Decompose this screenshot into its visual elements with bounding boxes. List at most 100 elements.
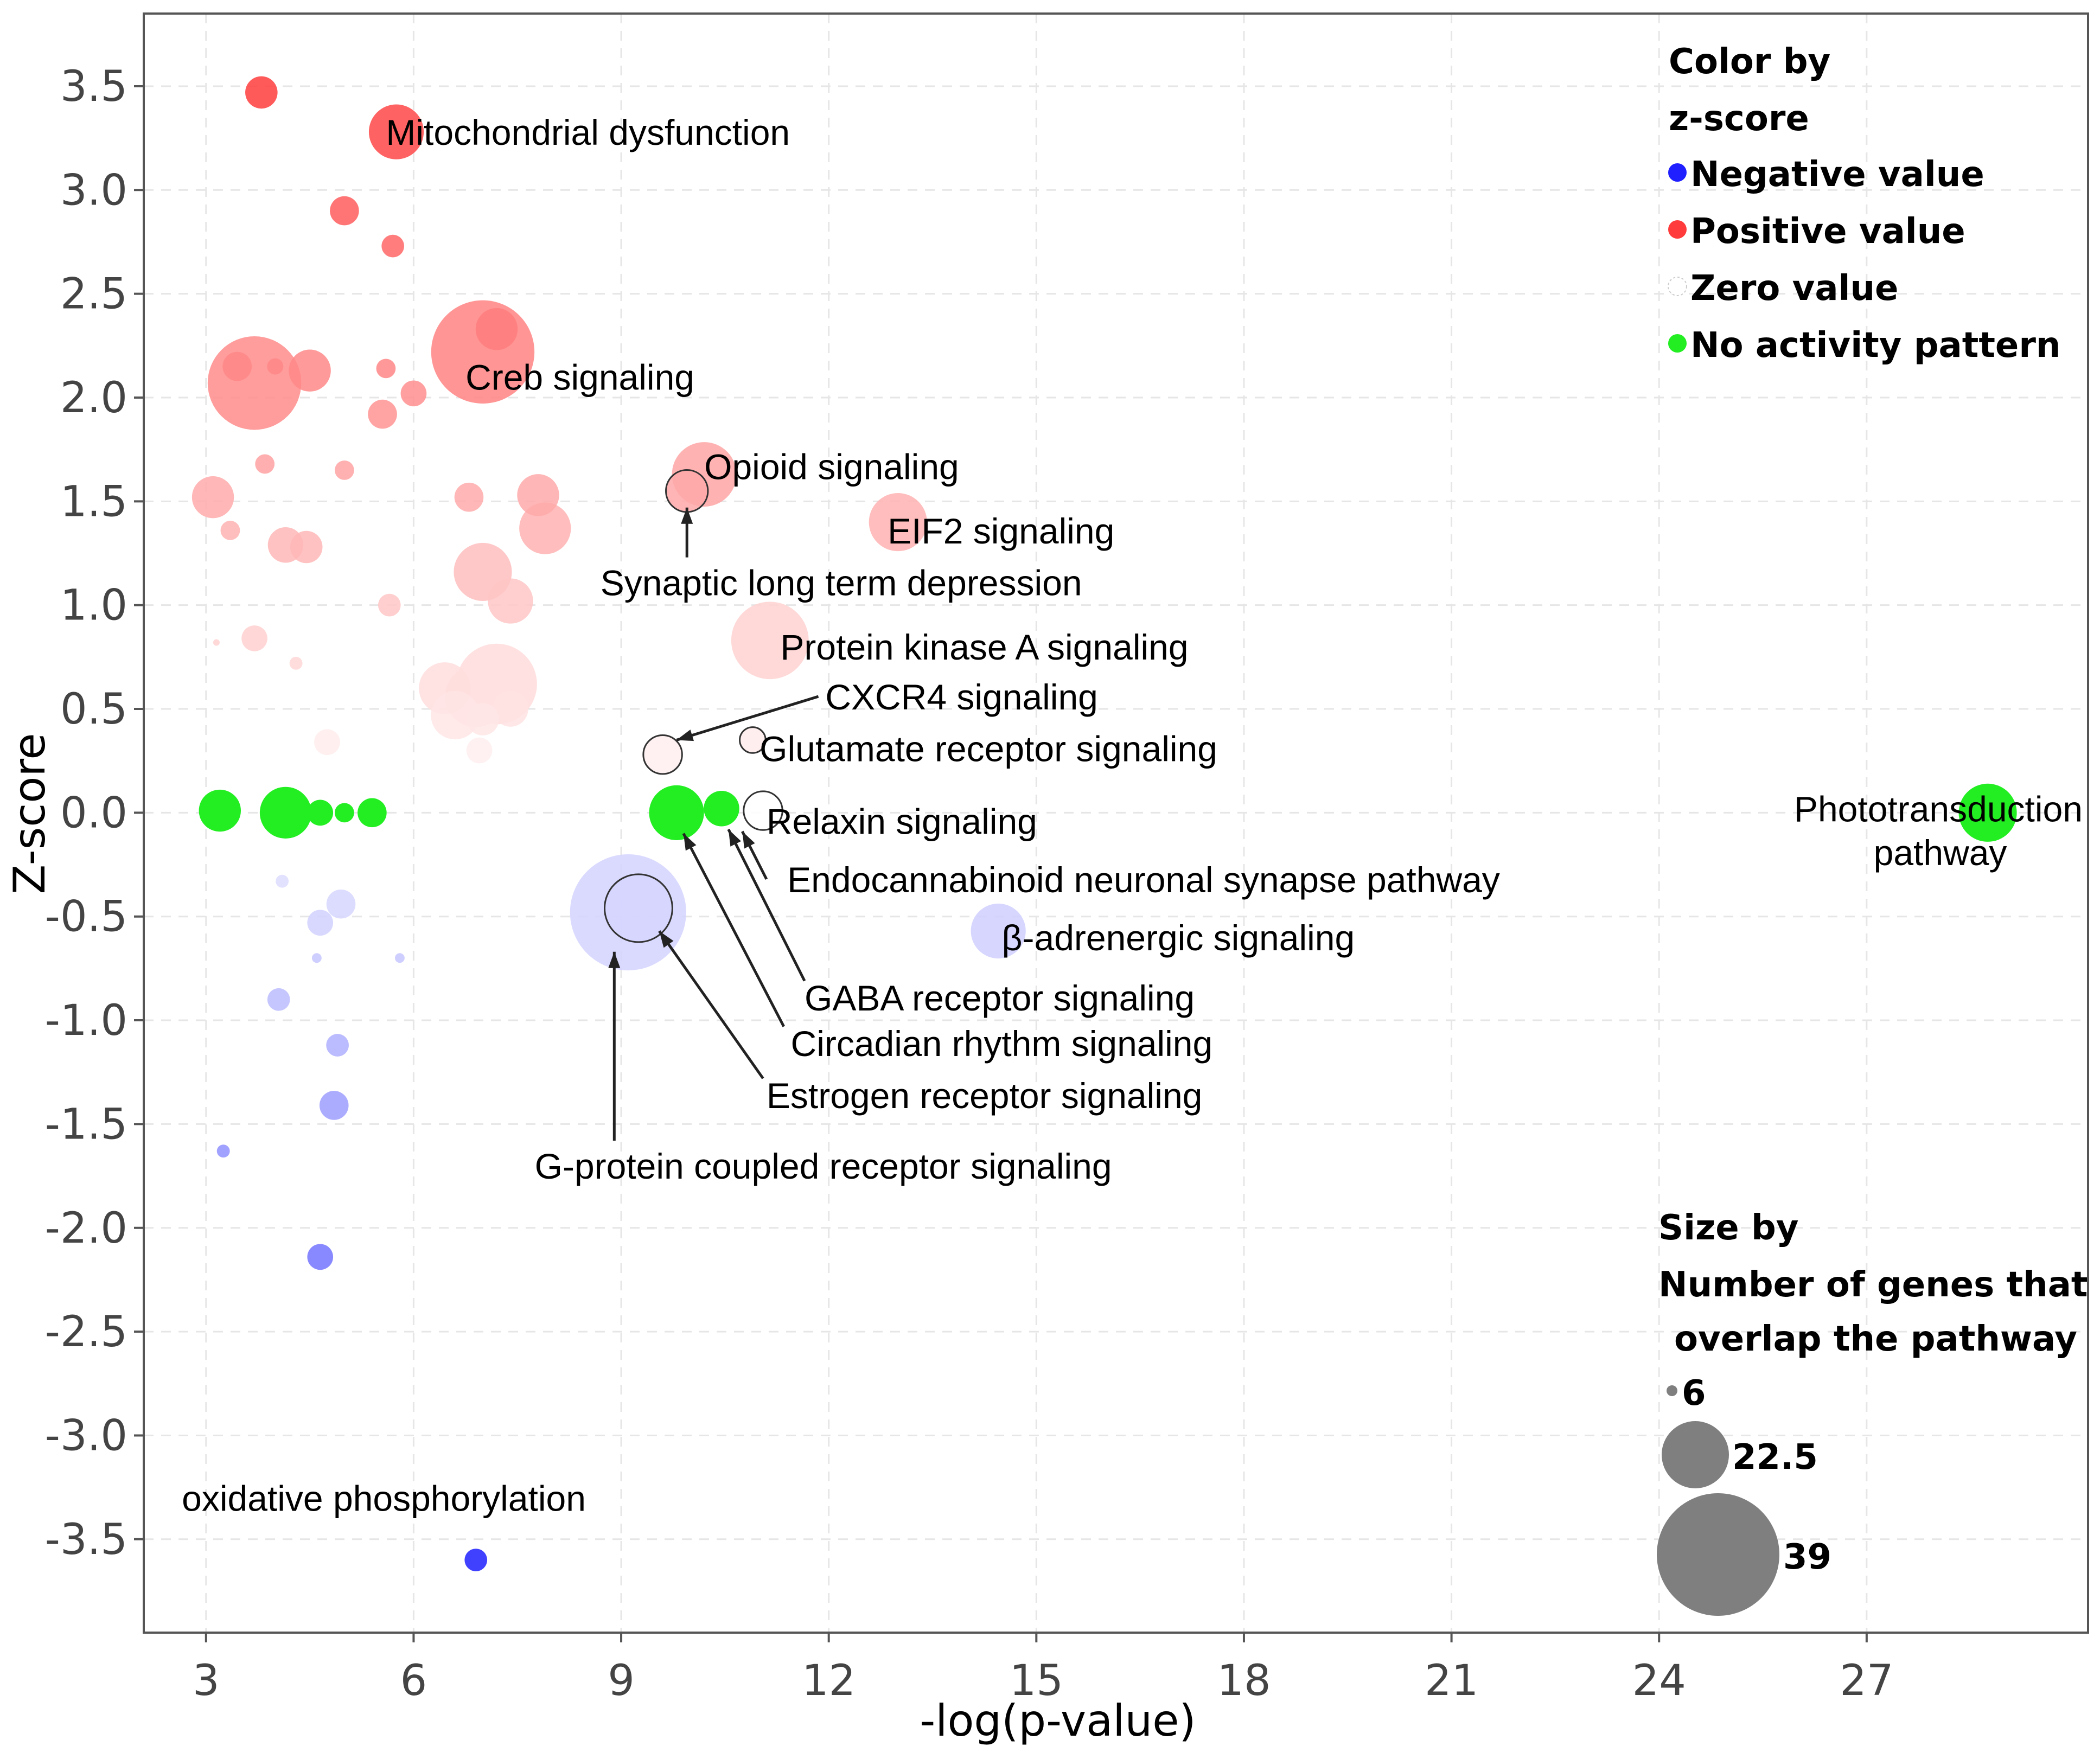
bubble-18 xyxy=(454,482,484,512)
arrow-head-0 xyxy=(681,507,693,524)
annotations: Mitochondrial dysfunction Creb signaling O… xyxy=(182,112,2083,1518)
annotation-13: GABA receptor signaling xyxy=(805,978,1195,1018)
bubble-46 xyxy=(358,798,387,828)
annotation-8: Relaxin signaling xyxy=(767,802,1037,842)
arrow-0 xyxy=(681,507,693,558)
annotation-3: EIF2 signaling xyxy=(888,511,1114,551)
size-legend-title-line1: Size by xyxy=(1658,1208,1799,1248)
x-tick-label-0: 3 xyxy=(193,1656,220,1705)
bubble-44 xyxy=(307,799,334,826)
y-tick-label-13: -3.0 xyxy=(45,1411,127,1460)
bubble-36 xyxy=(467,703,499,735)
bubble-30 xyxy=(213,639,220,646)
y-axis-title: Z-score xyxy=(4,733,55,894)
annotation-11: Endocannabinoid neuronal synapse pathway xyxy=(787,860,1500,900)
bubble-42 xyxy=(199,789,241,832)
arrow-3 xyxy=(727,828,806,982)
bubble-27 xyxy=(378,593,401,617)
arrow-head-3 xyxy=(728,829,742,847)
bubble-2 xyxy=(330,196,359,226)
y-tick-label-1: 3.0 xyxy=(60,166,127,215)
bubble-35 xyxy=(431,690,480,740)
y-tick-label-8: -0.5 xyxy=(45,893,127,942)
bubble-50 xyxy=(1958,783,2017,842)
bubble-12 xyxy=(368,399,397,429)
bubble-55 xyxy=(603,873,673,943)
bubble-22 xyxy=(220,521,240,540)
y-tick-label-9: -1.0 xyxy=(45,996,127,1045)
bubble-14 xyxy=(334,460,354,480)
plot-frame xyxy=(143,12,2089,1634)
x-tick-label-5: 18 xyxy=(1217,1656,1271,1705)
legend-label-negative: Negative value xyxy=(1690,155,1984,195)
bubble-3 xyxy=(381,234,405,258)
x-tick-label-8: 27 xyxy=(1840,1656,1893,1705)
bubble-26 xyxy=(488,578,533,624)
bubble-16 xyxy=(665,469,709,513)
bubble-58 xyxy=(394,953,405,963)
legend-swatch-no-activity xyxy=(1668,334,1687,353)
bubble-53 xyxy=(307,910,334,936)
color-legend-title-line2: z-score xyxy=(1669,99,1809,139)
arrow-6 xyxy=(608,951,621,1141)
legend-swatch-positive xyxy=(1668,220,1687,239)
arrow-2 xyxy=(741,830,768,880)
bubble-43 xyxy=(259,786,312,839)
grid-lines xyxy=(144,14,2088,1633)
bubble-24 xyxy=(290,530,323,564)
bubble-19 xyxy=(517,474,559,516)
bubble-8 xyxy=(267,358,284,375)
annotation-0: Mitochondrial dysfunction xyxy=(386,112,790,152)
bubble-0 xyxy=(245,76,278,109)
annotation-17: oxidative phosphorylation xyxy=(182,1478,586,1518)
arrow-shaft-5 xyxy=(658,930,764,1079)
arrow-head-1 xyxy=(676,730,694,741)
bubble-20 xyxy=(869,493,927,552)
size-legend: Size by Number of genes that overlap the… xyxy=(1657,1208,2088,1616)
size-legend-label-6: 6 xyxy=(1682,1373,1706,1413)
bubble-7 xyxy=(222,351,252,381)
y-tick-label-4: 1.5 xyxy=(60,477,127,526)
x-tick-label-7: 24 xyxy=(1632,1656,1686,1705)
annotation-arrows xyxy=(608,507,819,1141)
arrow-head-6 xyxy=(608,951,621,968)
bubble-13 xyxy=(255,454,275,474)
arrow-5 xyxy=(658,930,764,1079)
bubble-64 xyxy=(464,1549,488,1571)
bubble-52 xyxy=(326,889,356,919)
legend-swatch-zero xyxy=(1668,277,1687,296)
x-axis-title: -log(p-value) xyxy=(920,1696,1196,1746)
arrow-head-5 xyxy=(659,931,674,948)
bubble-4 xyxy=(475,308,518,350)
legend-label-no-activity: No activity pattern xyxy=(1690,325,2060,366)
bubble-48 xyxy=(704,790,739,827)
color-legend: Color by z-score Negative value Positive… xyxy=(1668,42,2060,366)
y-tick-label-12: -2.5 xyxy=(45,1308,127,1357)
annotation-7: Glutamate receptor signaling xyxy=(759,729,1217,769)
annotation-5: Protein kinase A signaling xyxy=(780,627,1188,667)
annotation-2: Opioid signaling xyxy=(704,446,959,487)
y-tick-label-11: -2.0 xyxy=(45,1204,127,1253)
color-legend-title-line1: Color by xyxy=(1669,42,1830,82)
annotation-14: Circadian rhythm signaling xyxy=(791,1024,1213,1064)
bubble-47 xyxy=(649,785,704,840)
x-tick-label-2: 9 xyxy=(608,1656,635,1705)
arrow-shaft-3 xyxy=(727,828,806,982)
y-tick-label-14: -3.5 xyxy=(45,1515,127,1564)
y-tick-label-7: 0.0 xyxy=(60,789,127,837)
bubble-56 xyxy=(971,903,1026,959)
bubble-6 xyxy=(207,336,302,430)
bubble-63 xyxy=(307,1244,334,1270)
y-tick-label-6: 0.5 xyxy=(60,685,127,734)
x-tick-label-1: 6 xyxy=(400,1656,427,1705)
bubble-37 xyxy=(493,691,528,727)
bubble-28 xyxy=(731,602,809,680)
axis-ticks: 3 6 9 12 15 18 21 24 27 3.5 3.0 2.5 2.0 1.5 1.0 0.5 0.0 -… xyxy=(45,62,1894,1705)
size-legend-title-line3: overlap the pathway xyxy=(1674,1319,2077,1359)
y-tick-label-10: -1.5 xyxy=(45,1100,127,1149)
size-legend-label-39: 39 xyxy=(1783,1537,1831,1577)
bubble-11 xyxy=(400,380,427,407)
x-tick-label-4: 15 xyxy=(1010,1656,1063,1705)
arrow-shaft-1 xyxy=(676,695,819,741)
